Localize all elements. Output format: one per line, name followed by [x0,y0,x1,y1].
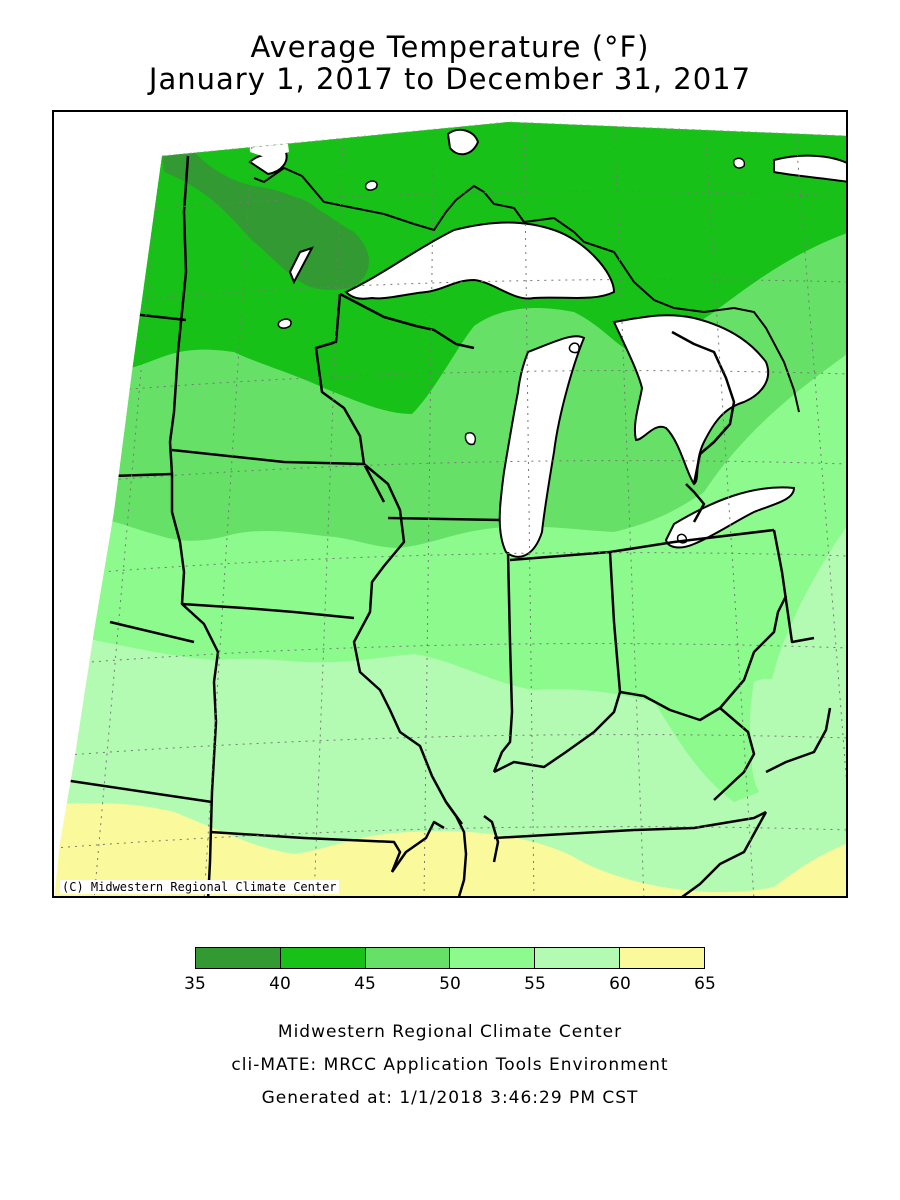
graticule [54,122,846,896]
border-mo-ar [209,830,402,873]
legend-tick-label: 50 [439,974,461,994]
border-mn-ia [171,448,365,466]
legend-tick-label: 35 [184,974,206,994]
legend-swatch-60-65 [620,948,704,968]
border-oh-river [493,595,788,774]
legend-tick-label: 60 [609,974,631,994]
legend-swatch-35-40 [196,948,281,968]
legend-tick-label: 55 [524,974,546,994]
border-ia-il [352,463,464,825]
canada-shoreline [253,166,800,413]
small-lake-2 [277,318,292,329]
map-date-range: January 1, 2017 to December 31, 2017 [148,62,752,96]
legend-swatch-45-50 [365,948,451,968]
border-mi-canada [671,330,736,485]
canada-inland [288,246,315,285]
border-il-in [492,551,514,773]
lake-nipigon [446,128,480,156]
border-in-oh [608,551,622,693]
copyright-label: (C) Midwestern Regional Climate Center [60,880,339,894]
border-sd-ne [109,620,195,644]
lake-ontario [773,154,846,184]
border-canada-us-west [131,312,187,322]
border-nd-sd [111,472,173,478]
lake-winnipeg-tip [248,122,289,158]
border-ky-wv [713,707,756,801]
legend-swatch-55-60 [535,948,621,968]
border-va-ky [677,811,768,896]
map-title: Average Temperature (°F) [250,30,650,64]
legend-swatch-40-45 [280,948,366,968]
small-lake-3 [464,432,477,446]
color-legend [195,947,705,969]
state-borders [63,155,832,896]
border-ar-mo-boot [390,820,445,873]
small-lake-4 [568,342,580,354]
border-ia-mo [181,602,355,620]
legend-tick-label: 40 [269,974,291,994]
small-lake-6 [732,157,746,169]
small-lake-1 [364,180,378,191]
border-mi-oh-detroit [685,483,706,523]
map-canvas [54,121,846,896]
legend-tick-label: 65 [694,974,716,994]
border-ky-tn [493,810,767,840]
band-55-60-ohio [750,678,803,782]
border-miss-river-lower [444,801,468,896]
border-tn-river [483,815,500,863]
border-oh-pa [772,529,815,644]
great-lakes [344,154,846,558]
border-ne-ia [170,474,220,723]
footer-org: Midwestern Regional Climate Center [277,1022,623,1042]
legend-tick-label: 45 [354,974,376,994]
lake-michigan [498,335,586,558]
legend-swatch-50-55 [450,948,536,968]
map-domain-edge [161,121,846,157]
band-35-40 [162,152,369,290]
border-wi-mi-up [339,292,475,350]
border-mn-nd [168,155,190,475]
temperature-map: (C) Midwestern Regional Climate Center [52,110,848,898]
border-mi-in-oh [509,528,775,562]
band-35-40-arrowhead [269,195,323,242]
border-ne-ks [63,778,213,804]
lake-superior [344,221,616,300]
border-wi-il [387,516,501,522]
footer-generated: Generated at: 1/1/2018 3:46:29 PM CST [261,1088,639,1108]
footer-tool: cli-MATE: MRCC Application Tools Environ… [231,1055,669,1075]
border-wv-va [765,707,832,774]
